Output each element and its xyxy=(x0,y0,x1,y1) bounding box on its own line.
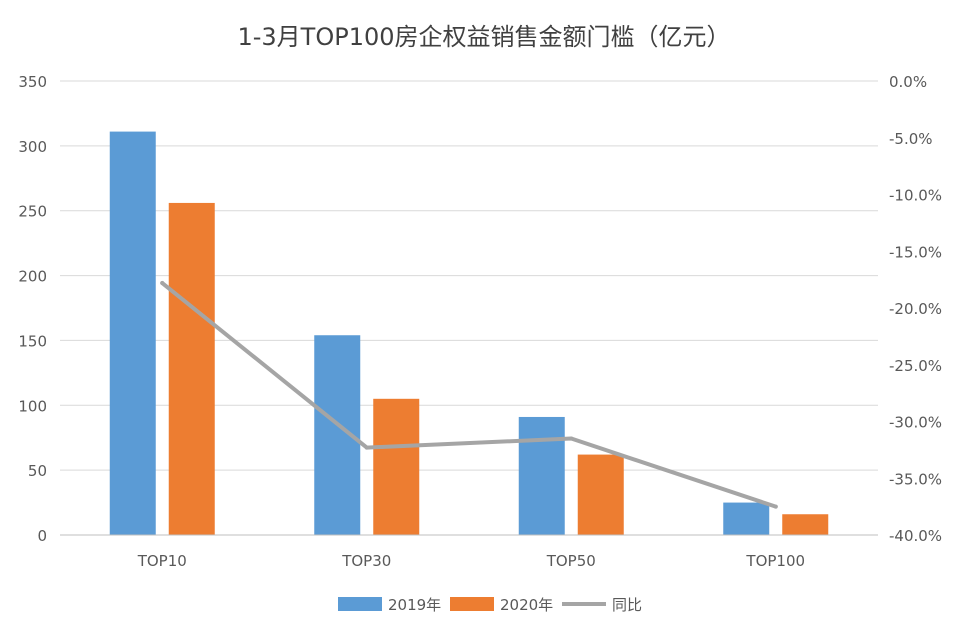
right-tick-label: -35.0% xyxy=(889,470,942,488)
right-tick-label: -25.0% xyxy=(889,357,942,375)
right-tick-label: -10.0% xyxy=(889,187,942,205)
line-point xyxy=(160,281,165,286)
bar xyxy=(723,502,770,535)
x-tick-label: TOP10 xyxy=(137,552,187,570)
left-y-axis: 0 50 100 150 200 250 300 350 xyxy=(18,73,47,545)
right-tick-label: -20.0% xyxy=(889,300,942,318)
legend-label: 同比 xyxy=(612,596,642,614)
left-tick-label: 100 xyxy=(18,397,47,415)
legend-swatch xyxy=(338,597,382,611)
left-tick-label: 350 xyxy=(18,73,47,91)
left-tick-label: 250 xyxy=(18,203,47,221)
bar xyxy=(577,454,624,535)
legend-swatch xyxy=(450,597,494,611)
bar-series xyxy=(109,131,829,536)
x-tick-label: TOP30 xyxy=(341,552,391,570)
bar xyxy=(782,514,829,535)
right-tick-label: -30.0% xyxy=(889,414,942,432)
bar xyxy=(109,131,156,536)
x-axis: TOP10 TOP30 TOP50 TOP100 xyxy=(60,534,878,570)
right-y-axis: -40.0% -35.0% -30.0% -25.0% -20.0% -15.0% -10.… xyxy=(889,73,942,545)
left-tick-label: 150 xyxy=(18,332,47,350)
x-tick-label: TOP100 xyxy=(745,552,805,570)
left-tick-label: 50 xyxy=(28,462,47,480)
left-tick-label: 200 xyxy=(18,268,47,286)
legend: 2019年 2020年 同比 xyxy=(338,596,642,614)
series-line xyxy=(160,281,778,509)
x-tick-label: TOP50 xyxy=(546,552,596,570)
bar xyxy=(373,398,420,535)
legend-label: 2020年 xyxy=(500,596,553,614)
line-series xyxy=(160,281,778,509)
bar xyxy=(168,202,215,535)
right-tick-label: -40.0% xyxy=(889,527,942,545)
line-point xyxy=(569,436,574,441)
right-tick-label: -5.0% xyxy=(889,130,933,148)
left-tick-label: 0 xyxy=(37,527,47,545)
right-tick-label: 0.0% xyxy=(889,73,927,91)
line-point xyxy=(364,445,369,450)
line-point xyxy=(773,504,778,509)
left-tick-label: 300 xyxy=(18,138,47,156)
legend-label: 2019年 xyxy=(388,596,441,614)
chart-title: 1-3月TOP100房企权益销售金额门槛（亿元） xyxy=(237,23,730,51)
right-tick-label: -15.0% xyxy=(889,243,942,261)
bar xyxy=(518,416,565,535)
